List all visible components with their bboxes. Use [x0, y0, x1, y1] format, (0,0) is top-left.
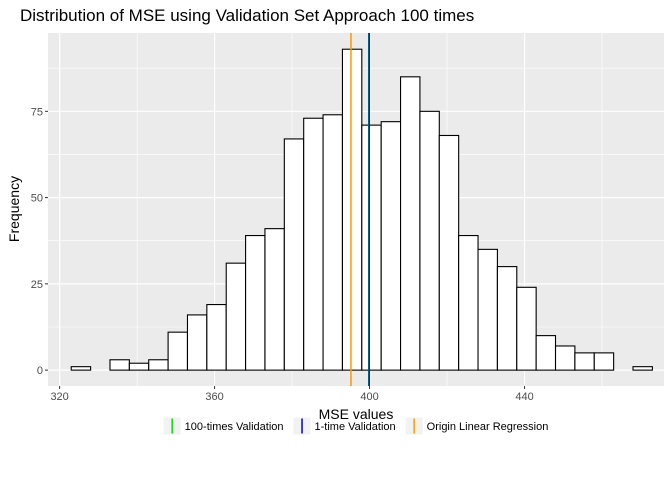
y-tick-label: 25 — [31, 279, 43, 291]
histogram-bar — [419, 110, 440, 371]
chart-title: Distribution of MSE using Validation Set… — [20, 6, 474, 25]
legend-label: 1-time Validation — [315, 421, 396, 433]
x-tick-label: 440 — [515, 391, 533, 403]
y-axis-title: Frequency — [6, 176, 22, 242]
histogram-bar — [361, 124, 382, 371]
histogram-bar — [264, 228, 285, 371]
histogram-bar — [341, 48, 363, 371]
legend-item: Origin Linear Regression — [405, 417, 549, 435]
histogram-bar — [458, 235, 479, 371]
histogram-bar — [380, 121, 402, 371]
histogram-bar — [322, 114, 343, 371]
histogram-bar — [186, 314, 208, 371]
reference-lines — [350, 33, 370, 386]
histogram-bar — [283, 138, 305, 371]
histogram-bar — [303, 117, 324, 371]
histogram-bar — [477, 248, 498, 371]
legend-label: Origin Linear Regression — [427, 421, 549, 433]
x-axis: 320 360 400 440 — [50, 386, 534, 403]
legend-item: 1-time Validation — [293, 417, 396, 435]
histogram-bar — [632, 366, 653, 371]
legend-item: 100-times Validation — [163, 417, 284, 435]
histogram-bar — [438, 134, 460, 371]
legend-label: 100-times Validation — [185, 421, 284, 433]
histogram-bar — [225, 262, 247, 371]
histogram-bar — [245, 235, 266, 371]
x-tick-label: 320 — [50, 391, 68, 403]
histogram-bar — [70, 366, 92, 371]
x-tick-label: 400 — [360, 391, 378, 403]
histogram-bar — [400, 76, 421, 371]
y-tick-label: 50 — [31, 193, 43, 205]
y-tick-label: 75 — [31, 106, 43, 118]
histogram-bar — [206, 304, 227, 371]
legend: 100-times Validation 1-time Validation Ori… — [163, 417, 549, 435]
histogram-bar — [167, 331, 189, 371]
y-axis: 0 25 50 75 — [31, 106, 48, 377]
histogram-bar — [574, 352, 595, 371]
histogram-bar — [128, 362, 150, 371]
histogram-bar — [554, 345, 576, 371]
y-tick-label: 0 — [37, 365, 43, 377]
histogram-bar — [535, 335, 557, 371]
histogram-bar — [148, 359, 169, 371]
x-axis-title: MSE values — [319, 406, 394, 422]
histogram-bars — [70, 48, 653, 371]
x-tick-label: 360 — [205, 391, 223, 403]
histogram-bar — [593, 352, 615, 371]
histogram-bar — [516, 286, 537, 371]
histogram-bar — [496, 266, 518, 371]
histogram-bar — [109, 359, 130, 371]
